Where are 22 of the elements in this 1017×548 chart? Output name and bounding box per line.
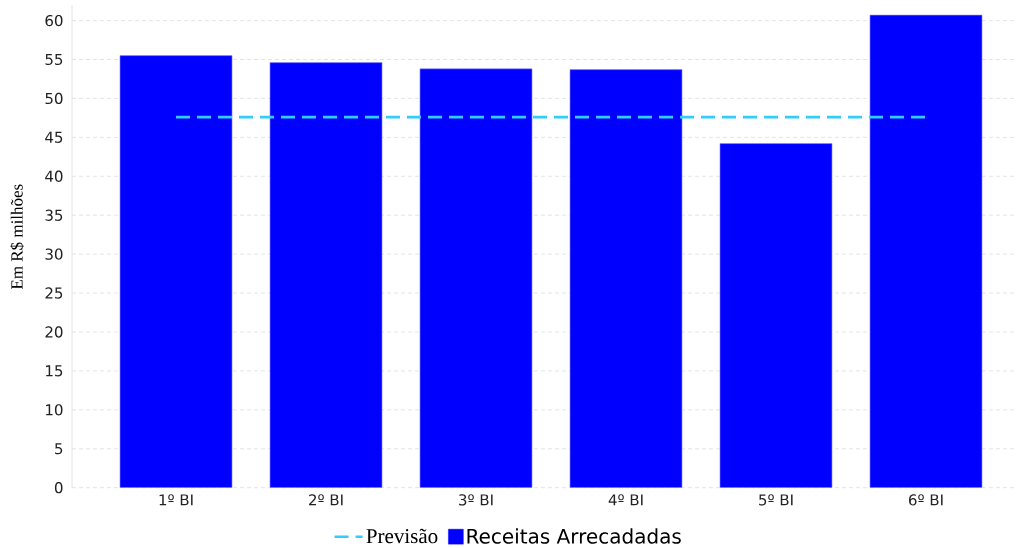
y-tick-label: 20 (45, 326, 63, 338)
x-tick-label: 5º BI (759, 494, 793, 506)
y-axis-title: Em R$ milhões (10, 184, 24, 290)
y-tick-label: 35 (45, 209, 63, 221)
y-tick-label: 10 (46, 404, 63, 416)
x-tick-label: 1º BI (159, 494, 193, 506)
y-tick-label: 15 (46, 365, 63, 377)
y-tick-label: 60 (45, 14, 63, 27)
x-tick-label: 6º BI (909, 494, 943, 506)
y-tick-label: 40 (45, 170, 63, 182)
y-tick-label: 50 (45, 92, 63, 105)
x-tick-label: 4º BI (608, 494, 643, 506)
y-tick-label: 55 (45, 53, 63, 66)
legend-label: Previsão (366, 528, 438, 544)
x-tick-label: 2º BI (309, 494, 343, 506)
y-tick-label: 30 (45, 248, 63, 260)
y-tick-label: 45 (45, 131, 63, 143)
y-tick-label: 5 (55, 443, 63, 455)
y-tick-label: 25 (45, 287, 63, 299)
x-tick-label: 3º BI (459, 494, 493, 506)
legend-label: Receitas Arrecadadas (467, 528, 681, 544)
y-tick-label: 0 (54, 482, 63, 494)
